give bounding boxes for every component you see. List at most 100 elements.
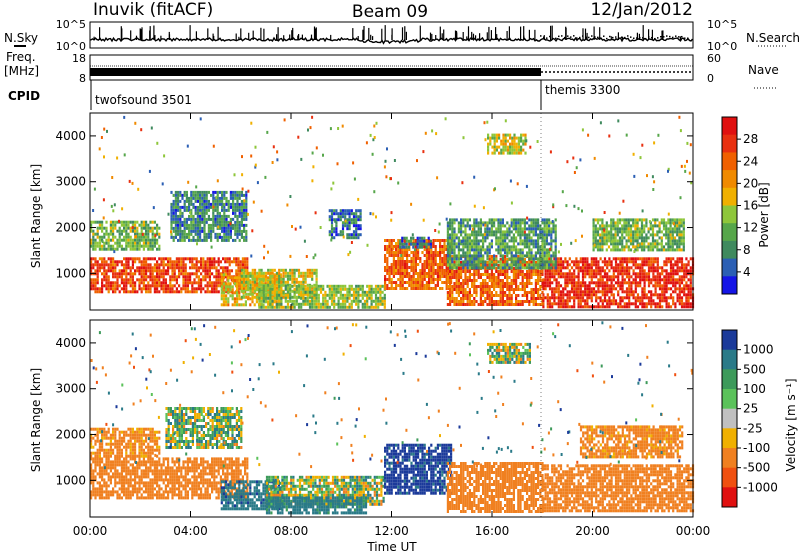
nsearch-label: N.Search — [746, 31, 800, 45]
data-region — [487, 133, 527, 155]
colorbar-tick-label: 12 — [743, 221, 758, 235]
colorbar-frame — [721, 329, 738, 508]
velocity-data — [90, 321, 695, 515]
power-colorbar: 4 8 12 16 20 24 28 — [721, 116, 758, 295]
x-tick-label: 04:00 — [173, 524, 208, 538]
y-tick-label: 1000 — [55, 473, 86, 487]
x-tick-label: 00:00 — [73, 524, 108, 538]
colorbar-swatch — [722, 428, 737, 449]
colorbar-tick-label: -1000 — [743, 480, 778, 494]
freq-bar — [90, 68, 541, 76]
data-region — [90, 457, 249, 500]
y-tick-label: 3000 — [55, 175, 86, 189]
nsky-label: N.Sky — [4, 31, 38, 45]
velocity-colorbar-label: Velocity [m s⁻¹] — [784, 378, 798, 471]
colorbar-tick-label: 16 — [743, 199, 758, 213]
nsky-trace — [89, 36, 694, 45]
y-tick-label: 2000 — [55, 221, 86, 235]
freq-tick-top: 18 — [72, 52, 86, 65]
x-tick-label: 16:00 — [475, 524, 510, 538]
colorbar-swatch — [722, 240, 737, 260]
data-region — [542, 464, 695, 513]
freq-label: Freq. — [6, 50, 36, 64]
nsearch-tick-top: 10^5 — [707, 18, 737, 31]
x-tick-label: 12:00 — [374, 524, 409, 538]
velocity-ylabel: Slant Range [km] — [29, 368, 43, 472]
nsky-spikes — [93, 25, 689, 40]
colorbar-swatch — [722, 369, 737, 390]
colorbar-tick-label: 8 — [743, 243, 751, 257]
colorbar-tick-label: 25 — [743, 402, 758, 416]
scatter-echoes — [90, 321, 694, 470]
data-region — [170, 190, 248, 242]
nsky-panel — [89, 21, 694, 49]
velocity-colorbar: 1000 500 100 25 -25 -100 -500 -1000 — [721, 329, 778, 508]
colorbar-swatch — [722, 258, 737, 277]
colorbar-tick-label: 24 — [743, 154, 758, 168]
nave-tick-bottom: 0 — [707, 72, 714, 85]
nsearch-tick-bottom: 10^0 — [707, 40, 737, 53]
colorbar-swatch — [722, 467, 737, 488]
nsky-tick-bottom: 10^0 — [56, 40, 86, 53]
data-region — [258, 284, 386, 309]
data-region — [90, 220, 161, 251]
colorbar-swatch — [722, 487, 737, 508]
date-title: 12/Jan/2012 — [590, 0, 693, 20]
data-region — [328, 209, 362, 240]
data-region — [592, 218, 685, 252]
data-region — [90, 427, 161, 458]
cpid-label: CPID — [8, 89, 40, 103]
beam-title: Beam 09 — [352, 2, 428, 22]
colorbar-tick-label: -100 — [743, 441, 770, 455]
colorbar-swatch — [722, 223, 737, 242]
power-ylabel: Slant Range [km] — [29, 164, 43, 268]
data-region — [446, 218, 557, 270]
station-title: Inuvik (fitACF) — [93, 0, 213, 20]
y-tick-label: 4000 — [55, 129, 86, 143]
nave-tick-top: 60 — [707, 52, 721, 65]
colorbar-swatch — [722, 152, 737, 171]
y-tick-label: 1000 — [55, 266, 86, 280]
freq-panel — [89, 54, 694, 81]
y-tick-label: 4000 — [55, 336, 86, 350]
colorbar-swatch — [722, 276, 737, 295]
nave-label: Nave — [748, 63, 779, 77]
colorbar-tick-label: 100 — [743, 382, 766, 396]
data-region — [90, 257, 249, 294]
colorbar-swatch — [722, 134, 737, 153]
colorbar-tick-label: 500 — [743, 362, 766, 376]
x-tick-label: 00:00 — [676, 524, 711, 538]
data-region — [446, 462, 544, 513]
power-colorbar-label: Power [dB] — [757, 182, 771, 247]
scatter-echoes — [92, 115, 693, 260]
colorbar-swatch — [722, 349, 737, 370]
freq-unit: [MHz] — [4, 64, 39, 78]
colorbar-tick-label: -25 — [743, 421, 763, 435]
x-tick-label: 20:00 — [575, 524, 610, 538]
data-region — [384, 443, 453, 495]
freq-tick-bottom: 8 — [79, 72, 86, 85]
colorbar-swatch — [722, 205, 737, 224]
data-region — [579, 425, 684, 459]
colorbar-swatch — [722, 408, 737, 429]
data-region — [487, 342, 531, 364]
colorbar-swatch — [722, 187, 737, 206]
y-tick-label: 2000 — [55, 428, 86, 442]
colorbar-tick-label: 1000 — [743, 343, 774, 357]
colorbar-swatch — [722, 330, 737, 351]
power-data — [90, 115, 695, 309]
colorbar-swatch — [722, 448, 737, 469]
cpid-segment-1: twofsound 3501 — [95, 93, 192, 107]
nsky-tick-top: 10^5 — [56, 18, 86, 31]
cpid-segment-2: themis 3300 — [545, 83, 620, 97]
colorbar-swatch — [722, 117, 737, 136]
data-region — [265, 496, 368, 515]
colorbar-tick-label: -500 — [743, 461, 770, 475]
y-tick-label: 3000 — [55, 382, 86, 396]
data-region — [399, 236, 432, 249]
colorbar-swatch — [722, 389, 737, 410]
colorbar-tick-label: 20 — [743, 176, 758, 190]
x-axis-label: Time UT — [366, 540, 417, 554]
colorbar-tick-label: 28 — [743, 132, 758, 146]
